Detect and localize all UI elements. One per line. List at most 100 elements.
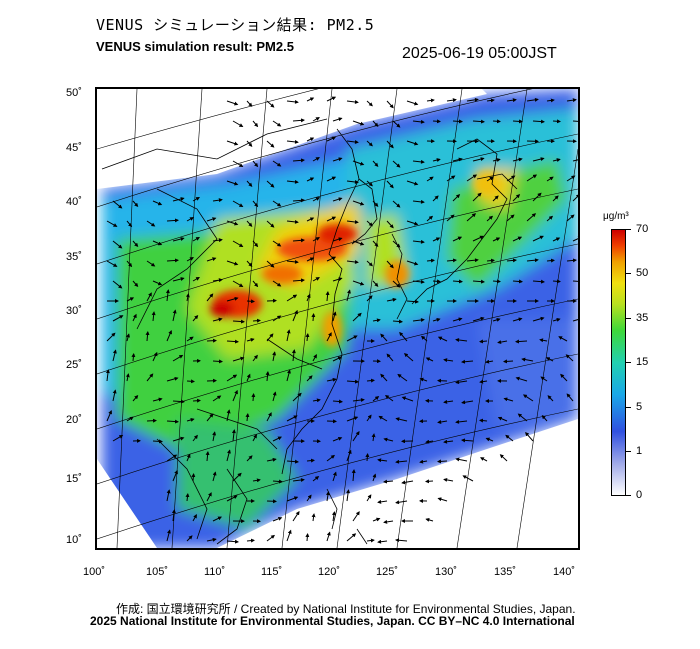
wind-arrow [306,97,315,102]
wind-arrow [252,318,261,323]
wind-arrow [186,217,194,222]
wind-arrow [212,395,222,402]
wind-arrow [312,277,320,282]
wind-arrow [332,399,343,404]
wind-arrow [272,479,283,484]
wind-arrow [286,496,299,502]
wind-arrow [286,139,299,144]
wind-arrow [372,473,377,482]
wind-arrow [572,280,578,282]
wind-arrow [512,157,523,162]
wind-arrow [232,389,238,402]
wind-arrow [232,280,244,288]
wind-arrow [166,218,179,223]
wind-arrow [212,516,223,522]
wind-arrow [380,333,388,342]
lat-tick-30: 30˚ [66,305,82,317]
wind-arrow [432,279,441,284]
wind-arrow [412,317,425,322]
colorbar [611,229,626,496]
wind-arrow [566,258,577,263]
wind-arrow [312,157,320,162]
wind-arrow [292,392,302,402]
colorbar-tick-35: 35 [636,312,649,324]
wind-arrow [152,351,158,362]
lon-tick-105: 105˚ [146,566,169,578]
wind-arrow [246,260,253,267]
wind-arrow [166,258,179,263]
wind-arrow [499,454,508,462]
wind-arrow [486,176,494,182]
wind-arrow [503,397,514,402]
wind-arrow [512,317,523,322]
wind-arrow [395,500,408,505]
wind-arrow [252,354,258,362]
wind-arrow [172,354,184,362]
wind-arrow [306,137,315,142]
wind-arrow [466,97,479,102]
wind-arrow [452,279,463,284]
wind-arrow [266,412,272,422]
wind-arrow [246,100,253,107]
wind-arrow [252,240,259,248]
wind-arrow [425,357,434,362]
wind-arrow [532,279,545,284]
wind-arrow [226,220,239,226]
colorbar-tick-15: 15 [636,356,649,368]
wind-arrow [377,499,388,504]
wind-arrow [462,475,474,482]
wind-arrow [372,200,379,207]
wind-arrow [425,439,434,444]
wind-arrow [272,315,282,322]
wind-arrow [446,214,455,222]
wind-arrow [461,438,474,443]
wind-arrow [384,395,394,402]
wind-arrow [352,397,365,402]
wind-arrow [245,413,250,422]
wind-arrow [232,240,244,248]
wind-arrow [472,235,484,242]
wind-arrow [165,289,170,302]
wind-arrow [332,197,343,202]
wind-arrow [252,434,257,442]
wind-arrow [232,319,245,324]
wind-arrow [552,237,561,242]
wind-arrow [352,200,365,206]
wind-arrow [383,479,394,484]
map-title-english: VENUS simulation result: PM2.5 [96,39,294,54]
wind-arrow [472,157,485,162]
wind-arrow [452,236,463,242]
wind-arrow [332,277,343,282]
wind-arrow [386,140,394,149]
wind-arrow [251,393,256,402]
wind-arrow [226,495,238,502]
lon-tick-140: 140˚ [553,566,576,578]
wind-arrow [312,197,320,202]
wind-arrow [332,356,343,362]
wind-arrow [546,176,554,182]
wind-arrow [406,299,419,304]
wind-arrow [372,240,379,247]
wind-arrow [506,98,517,103]
wind-arrow [443,439,454,444]
wind-arrow [386,180,394,189]
wind-arrow [172,237,185,242]
wind-arrow [352,160,365,166]
wind-arrow [392,280,401,288]
outside-domain-mask [97,89,578,548]
wind-arrow [132,200,139,208]
lat-tick-15: 15˚ [66,473,82,485]
wind-arrow [420,335,428,342]
wind-arrow [521,357,534,362]
wind-arrow [432,317,441,322]
pm25-concentration-map [97,89,578,548]
wind-arrow [112,389,117,402]
wind-arrow [386,220,394,229]
wind-arrow [206,537,217,542]
wind-arrow [206,492,212,502]
wind-arrow [392,120,401,128]
colorbar-tick-5: 5 [636,401,643,413]
colorbar-tick-50: 50 [636,267,649,279]
wind-arrow [286,219,299,224]
lat-tick-45: 45˚ [66,142,82,154]
